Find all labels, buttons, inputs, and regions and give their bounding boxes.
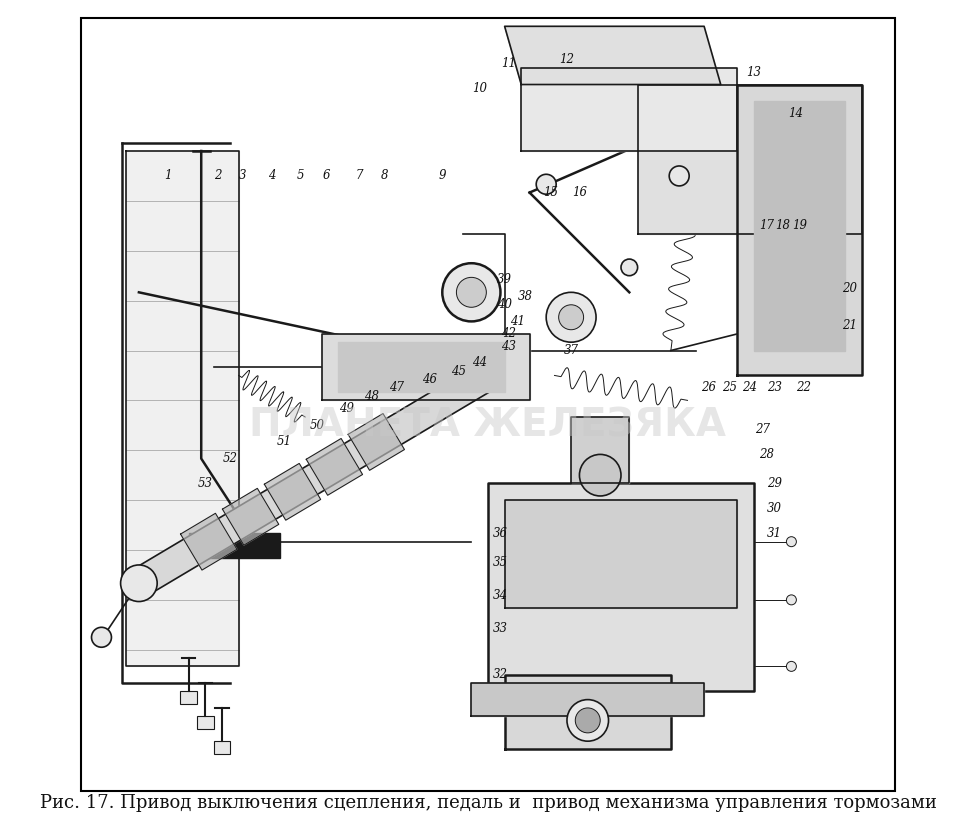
Circle shape xyxy=(670,166,689,186)
Circle shape xyxy=(536,174,556,194)
Polygon shape xyxy=(737,84,862,375)
Circle shape xyxy=(567,700,608,741)
Text: 24: 24 xyxy=(743,381,757,394)
Text: 5: 5 xyxy=(298,169,305,183)
Polygon shape xyxy=(505,675,671,750)
Polygon shape xyxy=(521,68,737,151)
Text: 14: 14 xyxy=(788,107,803,120)
Text: 38: 38 xyxy=(518,290,533,303)
Text: 53: 53 xyxy=(198,477,213,490)
Text: 8: 8 xyxy=(381,169,387,183)
Text: 39: 39 xyxy=(497,274,512,286)
Polygon shape xyxy=(223,489,279,545)
Text: 23: 23 xyxy=(767,381,783,394)
Text: 46: 46 xyxy=(423,373,437,386)
Polygon shape xyxy=(127,151,239,666)
Circle shape xyxy=(547,292,596,342)
Text: 40: 40 xyxy=(497,299,512,311)
Text: 26: 26 xyxy=(701,381,715,394)
Circle shape xyxy=(787,537,796,546)
Text: 35: 35 xyxy=(493,556,508,569)
Text: 13: 13 xyxy=(747,66,761,78)
Polygon shape xyxy=(637,84,862,234)
Text: 28: 28 xyxy=(759,448,774,461)
Polygon shape xyxy=(131,363,496,596)
Text: 6: 6 xyxy=(322,169,330,183)
Text: 18: 18 xyxy=(776,219,791,233)
Polygon shape xyxy=(322,334,530,400)
Text: 49: 49 xyxy=(340,402,354,415)
Polygon shape xyxy=(197,716,214,729)
Circle shape xyxy=(558,304,584,329)
Text: 19: 19 xyxy=(793,219,807,233)
Text: Рис. 17. Привод выключения сцепления, педаль и  привод механизма управления торм: Рис. 17. Привод выключения сцепления, пе… xyxy=(40,794,936,811)
Polygon shape xyxy=(754,101,845,350)
Polygon shape xyxy=(181,513,237,570)
Polygon shape xyxy=(348,414,404,470)
Polygon shape xyxy=(571,417,630,484)
Text: 41: 41 xyxy=(509,315,524,328)
Text: 15: 15 xyxy=(543,186,558,199)
Text: 42: 42 xyxy=(502,328,516,340)
Text: 2: 2 xyxy=(214,169,222,183)
Text: 7: 7 xyxy=(355,169,363,183)
Text: 17: 17 xyxy=(759,219,774,233)
Text: 33: 33 xyxy=(493,622,508,636)
Text: 16: 16 xyxy=(572,186,587,199)
Text: 27: 27 xyxy=(754,423,770,436)
Text: 9: 9 xyxy=(438,169,446,183)
Text: 50: 50 xyxy=(310,419,325,432)
Text: 44: 44 xyxy=(472,356,487,369)
Text: 21: 21 xyxy=(842,319,857,332)
Polygon shape xyxy=(505,27,720,84)
Text: 47: 47 xyxy=(389,381,404,394)
Text: 45: 45 xyxy=(452,364,467,378)
Polygon shape xyxy=(181,691,197,704)
Text: 20: 20 xyxy=(842,282,857,294)
Text: 48: 48 xyxy=(364,389,379,403)
Circle shape xyxy=(621,259,637,276)
Text: 1: 1 xyxy=(164,169,172,183)
Polygon shape xyxy=(488,484,754,691)
Text: 11: 11 xyxy=(502,58,516,70)
Polygon shape xyxy=(188,534,280,558)
Text: 52: 52 xyxy=(223,452,238,465)
Circle shape xyxy=(787,661,796,671)
Text: 43: 43 xyxy=(502,339,516,353)
Text: 3: 3 xyxy=(239,169,247,183)
Text: 25: 25 xyxy=(721,381,737,394)
Polygon shape xyxy=(264,464,321,520)
Text: 10: 10 xyxy=(472,83,487,95)
Text: 22: 22 xyxy=(796,381,811,394)
Polygon shape xyxy=(306,439,362,495)
Text: 34: 34 xyxy=(493,589,508,602)
Text: 29: 29 xyxy=(767,477,783,490)
Polygon shape xyxy=(214,741,230,754)
Text: 51: 51 xyxy=(277,435,292,449)
Text: 4: 4 xyxy=(268,169,275,183)
Text: 36: 36 xyxy=(493,527,508,540)
Circle shape xyxy=(575,708,600,733)
Polygon shape xyxy=(505,500,737,608)
Circle shape xyxy=(92,627,111,647)
Text: 32: 32 xyxy=(493,668,508,681)
Text: 37: 37 xyxy=(563,344,579,357)
Circle shape xyxy=(787,595,796,605)
Text: ПЛАНЕТА ЖЕЛЕЗЯКА: ПЛАНЕТА ЖЕЛЕЗЯКА xyxy=(250,406,726,445)
Polygon shape xyxy=(471,683,704,716)
Text: 30: 30 xyxy=(767,502,783,515)
Polygon shape xyxy=(339,342,505,392)
Text: 31: 31 xyxy=(767,527,783,540)
Circle shape xyxy=(121,565,157,601)
Circle shape xyxy=(580,455,621,496)
Circle shape xyxy=(442,264,501,321)
Circle shape xyxy=(457,278,486,307)
Text: 12: 12 xyxy=(559,53,575,66)
